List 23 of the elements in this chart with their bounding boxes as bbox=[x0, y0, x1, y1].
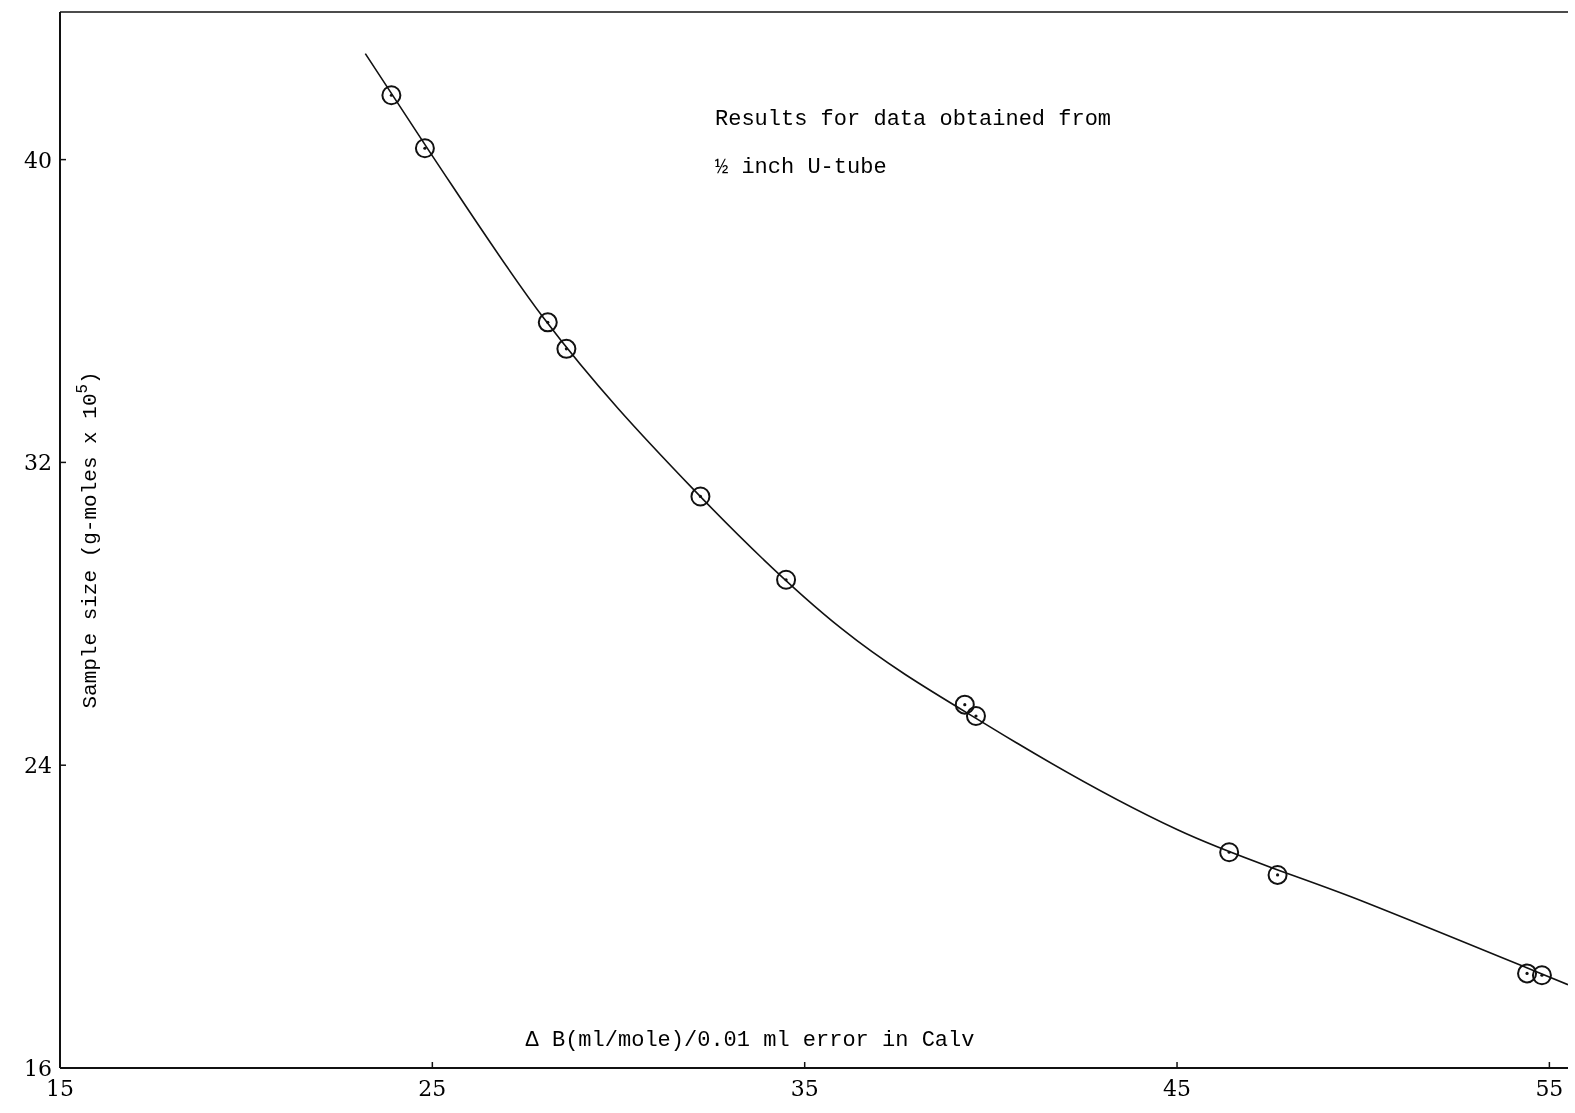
point bbox=[1531, 965, 1552, 986]
y-tick-label: 24 bbox=[24, 753, 52, 779]
point bbox=[414, 138, 435, 159]
x-tick-label: 25 bbox=[418, 1076, 447, 1101]
annotation: Results for data obtained from ½ inch U-tube bbox=[715, 107, 1112, 180]
point bbox=[1219, 842, 1240, 863]
y-tick-label: 40 bbox=[24, 147, 52, 173]
y-tick-label: 32 bbox=[24, 450, 52, 476]
point bbox=[690, 486, 711, 507]
x-tick-label: 35 bbox=[790, 1076, 819, 1101]
x-tick-label: 45 bbox=[1163, 1076, 1192, 1101]
x-tick-label: 55 bbox=[1535, 1076, 1564, 1101]
point bbox=[537, 312, 558, 333]
point bbox=[954, 694, 975, 715]
x-tick-label: 15 bbox=[46, 1076, 74, 1101]
point bbox=[1517, 963, 1538, 984]
point bbox=[381, 85, 402, 106]
point bbox=[1267, 864, 1288, 885]
line-series bbox=[364, 52, 1568, 986]
point bbox=[556, 338, 577, 359]
point bbox=[776, 569, 797, 590]
point bbox=[965, 706, 986, 726]
x-axis-title: Δ B(ml/mole)/0.01 ml error in Calv bbox=[525, 1028, 975, 1053]
